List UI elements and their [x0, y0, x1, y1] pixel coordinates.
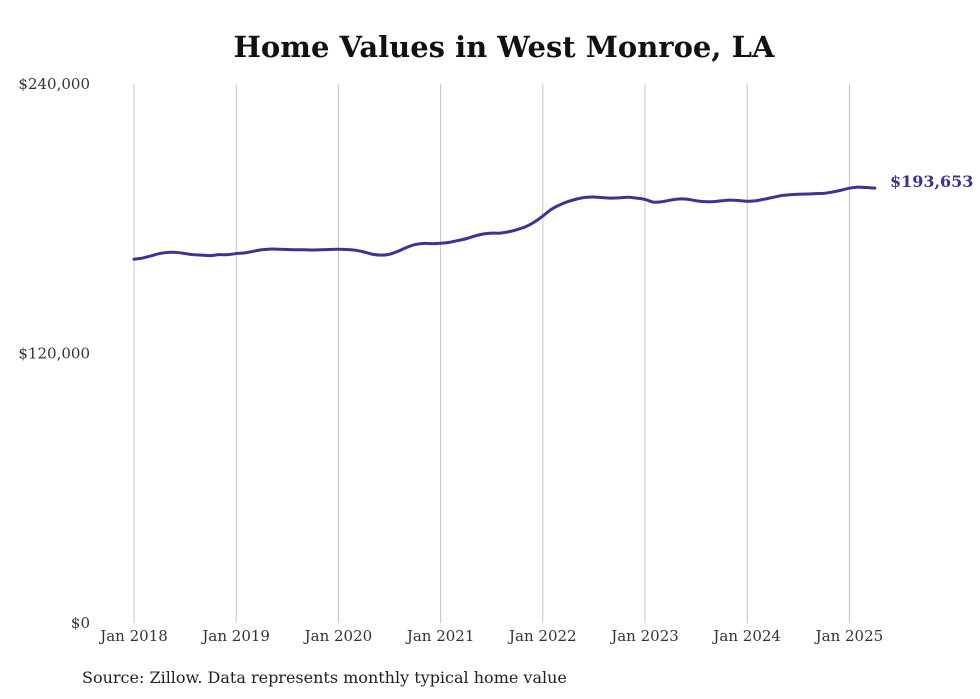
y-axis-ticks: $0 $120,000 $240,000 — [18, 75, 90, 632]
gridlines — [133, 84, 850, 623]
x-tick-label: Jan 2018 — [98, 627, 168, 645]
x-tick-label: Jan 2025 — [814, 627, 884, 645]
x-tick-label: Jan 2024 — [711, 627, 781, 645]
source-note: Source: Zillow. Data represents monthly … — [82, 668, 567, 687]
x-tick-label: Jan 2023 — [609, 627, 679, 645]
x-tick-label: Jan 2020 — [303, 627, 373, 645]
y-tick-label: $240,000 — [18, 75, 90, 93]
x-tick-label: Jan 2022 — [507, 627, 577, 645]
y-tick-label: $120,000 — [18, 345, 90, 363]
y-tick-label: $0 — [71, 614, 90, 632]
x-axis-ticks: Jan 2018 Jan 2019 Jan 2020 Jan 2021 Jan 2022… — [98, 627, 883, 645]
x-tick-label: Jan 2021 — [405, 627, 475, 645]
chart-title: Home Values in West Monroe, LA — [233, 30, 775, 64]
x-tick-label: Jan 2019 — [200, 627, 270, 645]
end-value-label: $193,653 — [890, 172, 974, 191]
series-line-home-value — [132, 185, 877, 261]
